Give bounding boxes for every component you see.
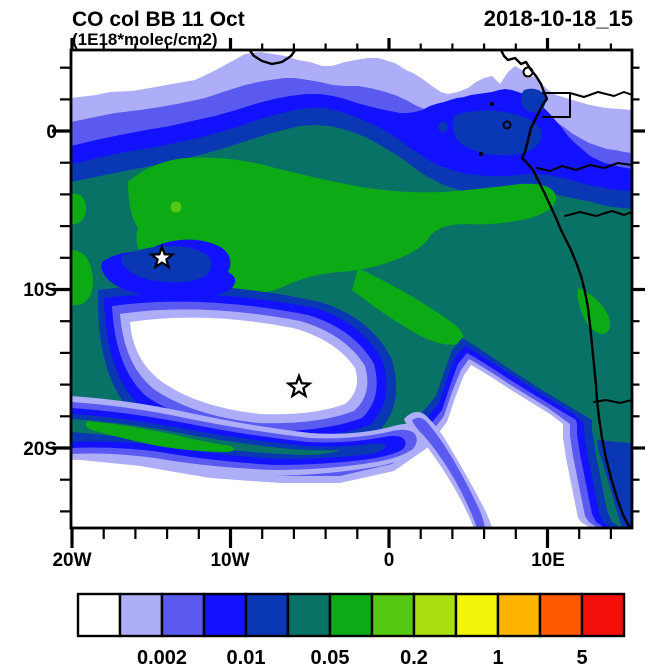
coastline-west-africa — [499, 50, 632, 528]
x-tick-label-0: 0 — [384, 550, 395, 571]
colorbar-cell — [580, 592, 626, 638]
colorbar-label-001: 0.01 — [227, 647, 266, 667]
coastland-darkblue-strip — [597, 440, 632, 528]
colorbar-cell — [496, 592, 542, 638]
colorbar-cell — [454, 592, 500, 638]
colorbar-cell — [538, 592, 584, 638]
contour-pocket-darkblue-coast — [521, 88, 546, 113]
x-tick-label-10e: 10E — [531, 550, 565, 571]
colorbar-label-5: 5 — [576, 647, 587, 667]
border-rio-muni — [542, 92, 571, 118]
colorbar-cell — [76, 592, 122, 638]
star-marker-ascension — [148, 243, 176, 270]
island-bioko-outline — [522, 66, 534, 78]
filament-darkblue — [71, 414, 386, 459]
filament-green-sliver — [85, 421, 235, 452]
colorbar-label-02: 0.2 — [400, 647, 428, 667]
contour-green-left-patch-2 — [71, 250, 93, 306]
colorbar-cell — [370, 592, 416, 638]
colorbar-label-1: 1 — [492, 647, 503, 667]
border-congo-drc — [564, 210, 632, 217]
coastline-liberia-notch — [248, 50, 297, 66]
colorbar-cell — [160, 592, 206, 638]
map-plot-area — [71, 50, 632, 528]
axis-ticks — [52, 38, 645, 548]
colorbar-labels: 0.002 0.01 0.05 0.2 1 5 — [137, 647, 588, 669]
contour-green-main — [128, 157, 557, 293]
y-tick-label-20s: 20S — [23, 439, 57, 460]
x-tick-label-20w: 20W — [52, 550, 91, 571]
contour-green-se-finger — [352, 268, 464, 345]
colorbar-cell — [202, 592, 248, 638]
contour-pocket-darkblue-small — [438, 122, 448, 132]
border-angola-namibia — [593, 399, 632, 404]
island-principe-dot — [490, 102, 494, 106]
contour-pocket-darkblue — [452, 110, 542, 156]
contour-lime-speck — [170, 201, 182, 213]
y-axis: 0 10S 20S — [23, 122, 57, 460]
y-tick-label-10s: 10S — [23, 280, 57, 301]
border-cameroon-east — [569, 91, 632, 98]
y-tick-label-0: 0 — [46, 122, 57, 143]
plot-title: CO col BB 11 Oct — [72, 8, 245, 31]
colorbar — [76, 592, 626, 638]
island-annobon-dot — [479, 152, 483, 156]
border-gabon-congo — [536, 162, 632, 172]
colorbar-cell — [118, 592, 164, 638]
colorbar-cell — [286, 592, 332, 638]
x-axis: 20W 10W 0 10E — [52, 550, 564, 571]
contour-green-left-patch-1 — [71, 193, 87, 224]
stripe-violet — [412, 417, 485, 528]
colorbar-label-005: 0.05 — [311, 647, 350, 667]
colorbar-cell — [328, 592, 374, 638]
colorbar-cell — [412, 592, 458, 638]
star-marker-st-helena — [285, 372, 313, 399]
colorbar-cell — [244, 592, 290, 638]
island-sao-tome-outline — [502, 120, 512, 130]
plot-timestamp: 2018-10-18_15 — [484, 6, 633, 31]
plot-units-subtitle: (1E18*molec/cm2) — [72, 30, 218, 49]
x-tick-label-10w: 10W — [210, 550, 249, 571]
colorbar-label-0002: 0.002 — [137, 647, 187, 667]
